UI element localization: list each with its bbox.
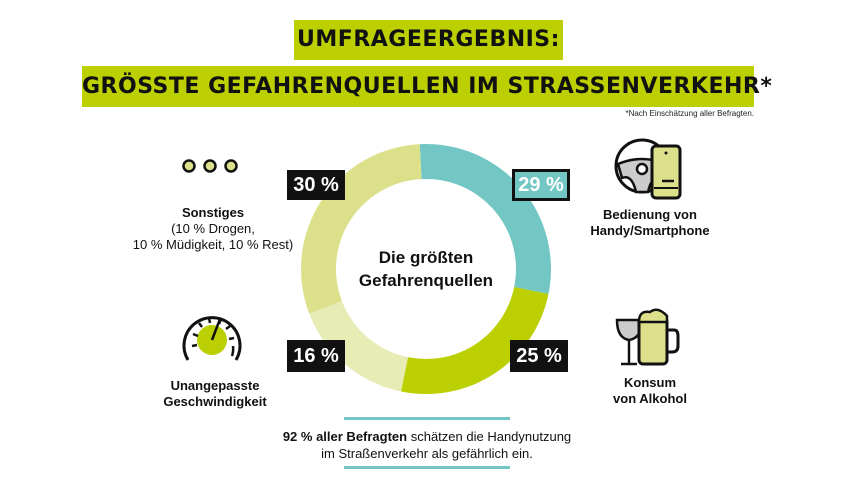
note-line2: im Straßenverkehr als gefährlich ein. bbox=[321, 446, 533, 461]
three-dots-icon bbox=[182, 159, 238, 173]
title-line-2: GRÖSSTE GEFAHRENQUELLEN IM STRASSENVERKE… bbox=[82, 66, 772, 107]
donut-slice-4 bbox=[300, 144, 422, 314]
legend-sonstiges-title: Sonstiges bbox=[181, 205, 245, 220]
title-line-1: UMFRAGEERGEBNIS: bbox=[294, 20, 563, 60]
legend-sonstiges-detail1: (10 % Drogen, bbox=[171, 221, 255, 236]
footnote: *Nach Einschätzung aller Befragten. bbox=[625, 109, 754, 118]
data-label-handy: 29 % bbox=[512, 169, 570, 201]
legend-speed: Unangepasste Geschwindigkeit bbox=[140, 378, 290, 410]
legend-alcohol: Konsum von Alkohol bbox=[580, 375, 720, 407]
note-line1: schätzen die Handynutzung bbox=[407, 429, 572, 444]
legend-phone-line1: Bedienung von bbox=[603, 207, 697, 222]
donut-slice-2 bbox=[401, 286, 549, 394]
data-label-alkohol: 25 % bbox=[510, 340, 568, 372]
divider-bottom bbox=[344, 466, 510, 469]
center-label-line1: Die größten bbox=[378, 248, 474, 267]
donut-slice-3 bbox=[309, 301, 409, 392]
legend-alcohol-line2: von Alkohol bbox=[613, 391, 687, 406]
center-label-line2: Gefahrenquellen bbox=[358, 271, 494, 290]
legend-sonstiges: Sonstiges (10 % Drogen, 10 % Müdigkeit, … bbox=[120, 205, 306, 253]
legend-phone-line2: Handy/Smartphone bbox=[590, 223, 710, 238]
center-label: Die größten Gefahrenquellen bbox=[326, 246, 526, 292]
divider-top bbox=[344, 417, 510, 420]
legend-phone: Bedienung von Handy/Smartphone bbox=[570, 207, 730, 239]
data-label-geschwindigkeit: 16 % bbox=[287, 340, 345, 372]
donut-slice-1 bbox=[419, 144, 551, 294]
legend-speed-line1: Unangepasste bbox=[170, 378, 260, 393]
speedometer-icon bbox=[182, 316, 242, 361]
legend-sonstiges-detail2: 10 % Müdigkeit, 10 % Rest) bbox=[132, 237, 294, 252]
steering-wheel-phone-icon bbox=[614, 138, 682, 200]
wine-beer-icon bbox=[615, 308, 680, 366]
note-bold: 92 % aller Befragten bbox=[282, 429, 408, 444]
legend-speed-line2: Geschwindigkeit bbox=[163, 394, 267, 409]
survey-note: 92 % aller Befragten schätzen die Handyn… bbox=[250, 428, 604, 462]
legend-alcohol-line1: Konsum bbox=[624, 375, 676, 390]
data-label-sonstiges: 30 % bbox=[287, 170, 345, 200]
